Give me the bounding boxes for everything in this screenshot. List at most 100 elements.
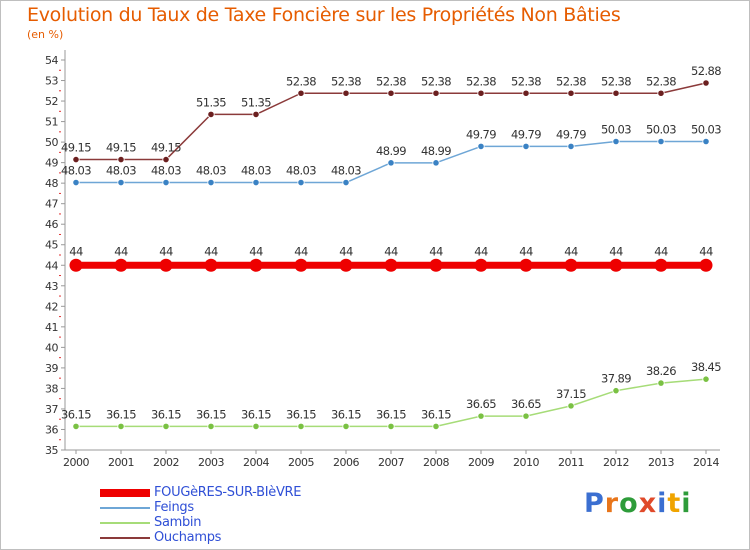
data-label: 52.38 (466, 74, 496, 88)
data-label: 44 (249, 244, 263, 258)
data-label: 44 (474, 244, 488, 258)
y-tick-label: 42 (45, 300, 58, 313)
data-point (204, 258, 218, 272)
data-point (297, 89, 305, 97)
data-point (564, 258, 578, 272)
data-point (612, 137, 620, 146)
data-point (207, 110, 215, 118)
logo-letter: x (638, 488, 658, 519)
data-label: 49.79 (466, 127, 496, 141)
x-tick-label: 2010 (513, 456, 539, 469)
y-tick-label: 44 (45, 259, 58, 272)
data-label: 36.15 (241, 407, 271, 421)
y-tick-label: 46 (45, 218, 58, 231)
data-label: 38.26 (646, 364, 676, 378)
data-label: 44 (294, 244, 308, 258)
data-label: 44 (204, 244, 218, 258)
proxiti-logo: Proxiti (584, 488, 692, 519)
data-label: 48.03 (286, 164, 316, 178)
data-point (117, 155, 125, 164)
data-label: 52.38 (556, 74, 586, 88)
data-point (432, 89, 440, 97)
x-tick-label: 2009 (468, 456, 494, 469)
data-label: 36.15 (106, 407, 136, 421)
x-tick-label: 2002 (153, 456, 179, 469)
data-point (522, 412, 530, 420)
data-label: 44 (519, 244, 533, 258)
data-point (294, 258, 308, 272)
data-label: 37.89 (601, 372, 631, 386)
data-label: 50.03 (601, 122, 631, 136)
data-point (699, 258, 713, 272)
x-tick-label: 2008 (423, 456, 449, 469)
data-label: 36.65 (511, 397, 541, 411)
data-label: 44 (609, 244, 623, 258)
data-point (477, 142, 485, 151)
data-point (702, 375, 710, 383)
y-tick-label: 38 (45, 382, 58, 395)
data-label: 49.15 (106, 141, 136, 155)
y-tick-label: 50 (45, 136, 58, 149)
y-tick-label: 51 (45, 116, 58, 129)
data-label: 52.38 (511, 74, 541, 88)
data-label: 44 (429, 244, 443, 258)
data-point (657, 137, 665, 146)
data-point (702, 79, 710, 87)
data-label: 52.88 (691, 64, 721, 78)
data-label: 36.15 (376, 407, 406, 421)
data-point (477, 412, 485, 420)
data-point (342, 422, 350, 430)
data-point (702, 137, 710, 146)
data-point (432, 159, 440, 167)
data-point (162, 422, 170, 430)
data-label: 48.03 (151, 164, 181, 178)
logo-letter: t (667, 488, 682, 519)
data-label: 52.38 (376, 74, 406, 88)
data-label: 38.45 (691, 360, 721, 374)
data-point (657, 379, 665, 387)
data-point (159, 258, 173, 272)
data-label: 48.03 (196, 164, 226, 178)
data-label: 48.03 (106, 164, 136, 178)
data-label: 44 (384, 244, 398, 258)
data-label: 36.15 (331, 407, 361, 421)
data-point (72, 155, 80, 164)
data-point (117, 178, 125, 187)
data-point (384, 258, 398, 272)
data-point (114, 258, 128, 272)
data-label: 37.15 (556, 387, 586, 401)
unit-label: (en %) (27, 28, 64, 41)
x-tick-label: 2011 (558, 456, 584, 469)
data-point (72, 178, 80, 187)
legend-label: Ouchamps (154, 530, 222, 545)
data-point (72, 422, 80, 430)
x-tick-label: 2004 (243, 456, 269, 469)
data-label: 52.38 (601, 74, 631, 88)
plot-area (65, 50, 720, 450)
data-label: 50.03 (646, 122, 676, 136)
data-label: 36.15 (151, 407, 181, 421)
data-label: 48.99 (376, 144, 406, 158)
data-label: 44 (564, 244, 578, 258)
data-label: 36.15 (196, 407, 226, 421)
data-point (249, 258, 263, 272)
x-tick-label: 2000 (63, 456, 89, 469)
data-label: 48.03 (61, 164, 91, 178)
data-point (387, 159, 395, 167)
x-tick-label: 2013 (648, 456, 674, 469)
y-tick-label: 36 (45, 423, 58, 436)
data-label: 49.15 (61, 141, 91, 155)
data-point (162, 178, 170, 187)
data-label: 36.65 (466, 397, 496, 411)
data-label: 49.79 (511, 127, 541, 141)
data-point (117, 422, 125, 430)
data-point (387, 89, 395, 97)
data-label: 36.15 (61, 407, 91, 421)
legend-swatch (100, 522, 150, 524)
logo-letter: i (657, 488, 668, 519)
data-point (297, 422, 305, 430)
x-tick-label: 2006 (333, 456, 359, 469)
data-label: 51.35 (241, 95, 271, 109)
data-point (387, 422, 395, 430)
